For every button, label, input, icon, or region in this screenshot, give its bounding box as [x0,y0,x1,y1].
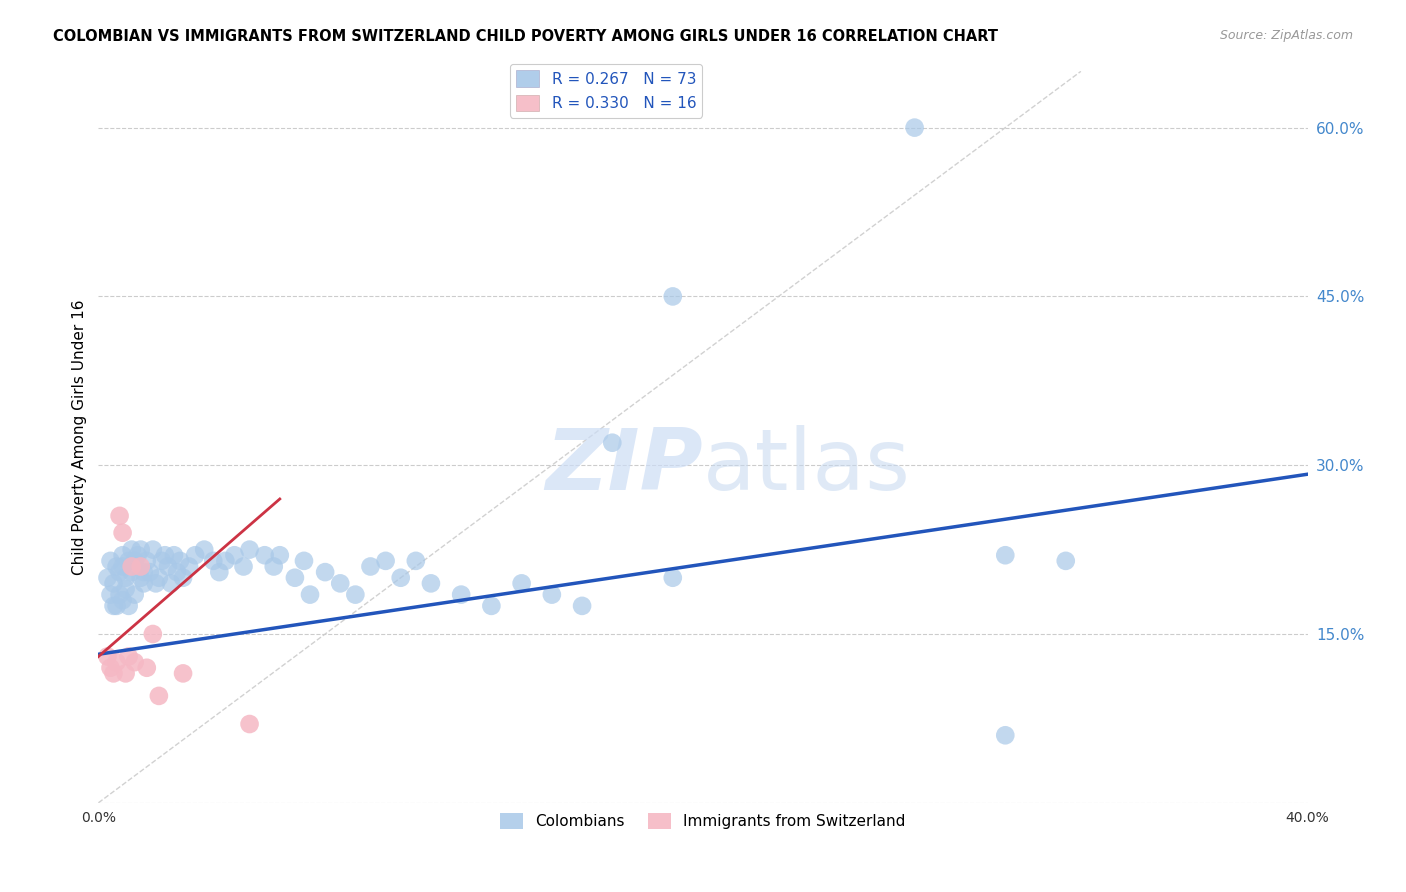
Point [193,542,215,557]
Point [103,576,125,591]
Point [263,559,285,574]
Point [329,576,352,591]
Point [202,554,225,568]
Point [239,542,262,557]
Text: atlas: atlas [703,425,911,508]
Point [153,548,176,562]
Point [374,554,396,568]
Point [105,599,128,613]
Point [481,599,503,613]
Point [132,576,155,591]
Point [148,689,170,703]
Point [160,576,183,591]
Point [156,559,179,574]
Point [299,588,322,602]
Point [172,571,194,585]
Point [111,525,134,540]
Point [571,599,593,613]
Point [111,559,134,574]
Point [100,588,122,602]
Point [148,571,170,585]
Point [142,627,165,641]
Point [232,559,254,574]
Point [269,548,291,562]
Point [96,649,118,664]
Point [105,655,128,669]
Point [124,655,146,669]
Point [163,548,186,562]
Point [360,559,382,574]
Point [100,554,122,568]
Point [602,435,624,450]
Point [127,548,149,562]
Point [108,508,131,523]
Point [111,593,134,607]
Point [661,289,683,303]
Point [292,554,315,568]
Point [118,649,141,664]
Point [314,565,336,579]
Point [994,548,1017,562]
Point [121,559,143,574]
Point [129,542,152,557]
Point [121,565,143,579]
Point [150,554,173,568]
Point [135,554,157,568]
Point [166,565,188,579]
Point [208,565,231,579]
Legend: Colombians, Immigrants from Switzerland: Colombians, Immigrants from Switzerland [495,806,911,836]
Point [124,588,146,602]
Text: ZIP: ZIP [546,425,703,508]
Point [994,728,1017,742]
Point [253,548,276,562]
Point [405,554,427,568]
Point [172,666,194,681]
Point [540,588,562,602]
Point [904,120,927,135]
Point [420,576,443,591]
Text: COLOMBIAN VS IMMIGRANTS FROM SWITZERLAND CHILD POVERTY AMONG GIRLS UNDER 16 CORR: COLOMBIAN VS IMMIGRANTS FROM SWITZERLAND… [53,29,998,44]
Point [121,542,143,557]
Point [145,576,167,591]
Point [108,588,131,602]
Point [214,554,236,568]
Point [169,554,191,568]
Point [129,571,152,585]
Point [344,588,367,602]
Point [284,571,307,585]
Point [139,565,162,579]
Point [1054,554,1077,568]
Point [96,571,118,585]
Point [184,548,207,562]
Point [389,571,412,585]
Point [100,661,122,675]
Point [132,565,155,579]
Point [239,717,262,731]
Point [108,565,131,579]
Point [450,588,472,602]
Point [510,576,533,591]
Point [111,548,134,562]
Point [224,548,246,562]
Point [118,599,141,613]
Y-axis label: Child Poverty Among Girls Under 16: Child Poverty Among Girls Under 16 [72,300,87,574]
Point [103,599,125,613]
Text: Source: ZipAtlas.com: Source: ZipAtlas.com [1219,29,1353,42]
Point [114,582,136,596]
Point [103,666,125,681]
Point [114,571,136,585]
Point [114,666,136,681]
Point [179,559,201,574]
Point [142,542,165,557]
Point [135,661,157,675]
Point [124,554,146,568]
Point [105,559,128,574]
Point [118,554,141,568]
Point [129,559,152,574]
Point [661,571,683,585]
